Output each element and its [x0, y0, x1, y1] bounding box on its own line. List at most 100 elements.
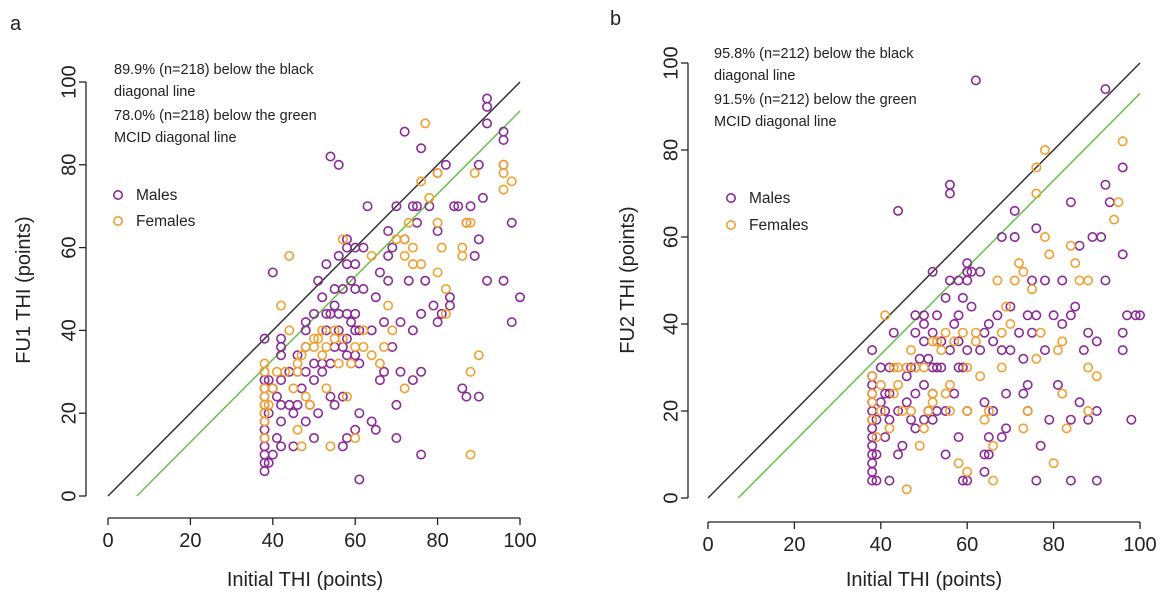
data-point-females — [259, 366, 270, 377]
data-point-males — [893, 405, 904, 416]
data-point-males — [918, 414, 929, 425]
data-point-females — [333, 358, 344, 369]
data-point-males — [983, 449, 994, 460]
identity-diagonal-line — [707, 62, 1141, 499]
series-females — [867, 136, 1128, 495]
x-tick-label: 60 — [956, 534, 978, 556]
data-point-males — [936, 362, 947, 373]
data-point-males — [1117, 249, 1128, 260]
data-point-females — [936, 345, 947, 356]
data-point-females — [1070, 258, 1081, 269]
data-point-females — [300, 341, 311, 352]
chart-panel-a: a 0 20 40 60 80 100 0 20 40 60 80 100 Initial THI (po… — [10, 13, 537, 591]
data-point-females — [906, 405, 917, 416]
data-point-males — [996, 232, 1007, 243]
y-axis-title: FU1 THI (points) — [13, 216, 35, 363]
data-point-males — [325, 391, 336, 402]
data-point-males — [420, 275, 431, 286]
data-point-males — [1122, 310, 1133, 321]
data-point-males — [906, 362, 917, 373]
data-point-males — [1039, 275, 1050, 286]
data-point-males — [1117, 327, 1128, 338]
data-point-females — [465, 449, 476, 460]
data-point-males — [354, 474, 365, 485]
data-point-males — [1078, 345, 1089, 356]
annotation-block: 89.9% (n=218) below the black diagonal li… — [114, 62, 317, 146]
data-point-males — [399, 126, 410, 137]
data-point-males — [875, 362, 886, 373]
data-point-males — [428, 300, 439, 311]
data-point-females — [317, 350, 328, 361]
data-point-females — [893, 379, 904, 390]
data-point-females — [1113, 197, 1124, 208]
data-point-females — [970, 336, 981, 347]
data-point-males — [1074, 397, 1085, 408]
data-point-females — [465, 366, 476, 377]
data-point-males — [514, 292, 525, 303]
data-point-males — [893, 449, 904, 460]
data-point-males — [370, 424, 381, 435]
data-point-females — [325, 441, 336, 452]
data-point-males — [927, 327, 938, 338]
data-point-males — [457, 383, 468, 394]
data-point-males — [296, 383, 307, 394]
data-point-females — [506, 176, 517, 187]
data-point-males — [506, 217, 517, 228]
data-point-females — [267, 383, 278, 394]
y-tick-label: 60 — [660, 226, 682, 248]
data-point-males — [992, 310, 1003, 321]
data-point-males — [867, 379, 878, 390]
data-point-males — [1130, 310, 1141, 321]
data-point-males — [901, 397, 912, 408]
data-point-females — [440, 308, 451, 319]
data-point-males — [341, 333, 352, 344]
panel-label: b — [610, 8, 621, 30]
data-point-males — [366, 416, 377, 427]
data-point-males — [276, 399, 287, 410]
annotation-line: MCID diagonal line — [114, 130, 237, 146]
data-point-males — [1031, 310, 1042, 321]
data-point-males — [267, 267, 278, 278]
y-tick-label: 100 — [660, 46, 682, 79]
data-point-males — [333, 250, 344, 261]
data-point-males — [901, 371, 912, 382]
data-point-females — [350, 341, 361, 352]
data-point-males — [346, 275, 357, 286]
y-tick-label: 100 — [58, 65, 80, 98]
data-point-females — [992, 275, 1003, 286]
data-point-males — [880, 432, 891, 443]
data-point-males — [411, 201, 422, 212]
x-tick-label: 60 — [344, 530, 366, 552]
data-point-males — [1044, 414, 1055, 425]
series-males — [867, 75, 1146, 486]
data-point-males — [308, 308, 319, 319]
data-point-males — [975, 266, 986, 277]
data-point-males — [1001, 388, 1012, 399]
data-point-females — [1057, 388, 1068, 399]
data-point-males — [988, 336, 999, 347]
data-point-males — [1083, 414, 1094, 425]
data-point-males — [996, 345, 1007, 356]
legend: Males Females — [725, 190, 809, 234]
data-point-males — [927, 414, 938, 425]
data-point-females — [962, 405, 973, 416]
data-point-females — [461, 217, 472, 228]
data-point-males — [449, 201, 460, 212]
data-point-males — [498, 126, 509, 137]
data-point-females — [358, 325, 369, 336]
y-tick-label: 0 — [660, 492, 682, 503]
data-point-males — [893, 205, 904, 216]
data-point-females — [366, 350, 377, 361]
data-point-males — [333, 325, 344, 336]
data-point-males — [308, 375, 319, 386]
x-tick-label: 40 — [262, 530, 284, 552]
data-point-males — [1091, 405, 1102, 416]
x-tick-label: 80 — [426, 530, 448, 552]
data-point-males — [341, 308, 352, 319]
data-point-males — [944, 179, 955, 190]
data-point-males — [341, 242, 352, 253]
data-point-males — [957, 475, 968, 486]
data-point-females — [867, 388, 878, 399]
data-point-males — [1022, 379, 1033, 390]
